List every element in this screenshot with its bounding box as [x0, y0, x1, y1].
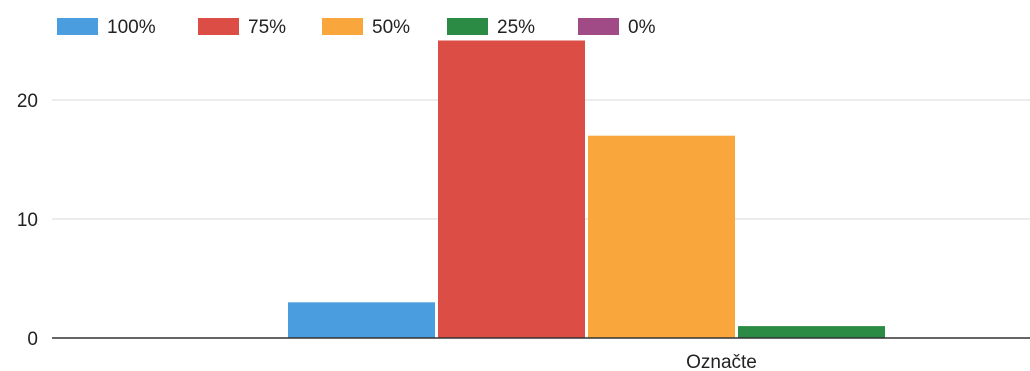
legend-swatch	[322, 18, 363, 35]
legend-item: 75%	[198, 17, 286, 38]
bar-100pct	[288, 302, 435, 338]
legend-item: 0%	[578, 17, 656, 38]
y-axis-ticks: 0 10 20	[17, 91, 38, 350]
y-tick-label: 20	[17, 91, 38, 112]
legend-swatch	[578, 18, 619, 35]
legend-swatch	[198, 18, 239, 35]
y-tick-label: 10	[17, 210, 38, 231]
bar-50pct	[588, 135, 735, 338]
bar-75pct	[438, 40, 585, 338]
legend-item: 50%	[322, 17, 410, 38]
legend: 100% 75% 50% 25% 0%	[57, 17, 656, 38]
legend-label: 75%	[248, 17, 286, 38]
legend-label: 100%	[107, 17, 156, 38]
legend-item: 25%	[447, 17, 535, 38]
bars	[288, 40, 885, 338]
legend-label: 0%	[628, 17, 656, 38]
x-axis-categories: Označte	[686, 352, 757, 371]
legend-swatch	[57, 18, 98, 35]
legend-item: 100%	[57, 17, 156, 38]
legend-swatch	[447, 18, 488, 35]
y-tick-label: 0	[27, 329, 38, 350]
bar-25pct	[738, 326, 885, 338]
legend-label: 25%	[497, 17, 535, 38]
legend-label: 50%	[372, 17, 410, 38]
x-category-label: Označte	[686, 352, 757, 371]
